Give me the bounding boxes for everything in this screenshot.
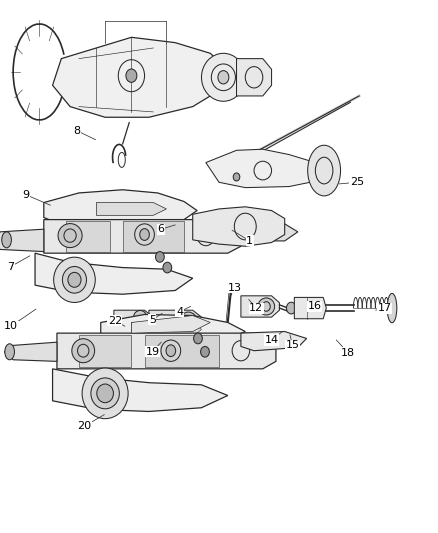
Ellipse shape [82, 368, 128, 419]
Polygon shape [101, 314, 245, 346]
Polygon shape [193, 207, 285, 246]
Polygon shape [79, 335, 131, 367]
Ellipse shape [233, 173, 240, 181]
Ellipse shape [201, 53, 245, 101]
Text: 9: 9 [22, 190, 29, 199]
Text: 13: 13 [227, 283, 241, 293]
Text: 25: 25 [350, 177, 364, 187]
Ellipse shape [126, 69, 137, 83]
Ellipse shape [166, 345, 176, 357]
Ellipse shape [72, 339, 95, 362]
Polygon shape [53, 369, 228, 411]
Text: 6: 6 [158, 224, 165, 234]
Polygon shape [66, 221, 110, 252]
Text: 8: 8 [73, 126, 80, 135]
Ellipse shape [91, 378, 119, 409]
Polygon shape [53, 37, 228, 117]
Ellipse shape [201, 230, 210, 241]
Polygon shape [237, 59, 272, 96]
Text: 22: 22 [108, 316, 122, 326]
Text: 5: 5 [149, 315, 156, 325]
Polygon shape [44, 220, 241, 253]
Text: 14: 14 [265, 335, 279, 345]
Polygon shape [96, 203, 166, 215]
Ellipse shape [258, 298, 275, 315]
Polygon shape [4, 342, 57, 361]
Ellipse shape [387, 293, 397, 323]
Text: 1: 1 [246, 236, 253, 246]
Ellipse shape [155, 252, 164, 262]
Polygon shape [149, 310, 201, 333]
Text: 18: 18 [341, 348, 355, 358]
Text: 20: 20 [77, 422, 91, 431]
Ellipse shape [97, 384, 113, 403]
Ellipse shape [63, 266, 87, 293]
Polygon shape [294, 297, 326, 319]
Ellipse shape [194, 333, 202, 344]
Ellipse shape [201, 346, 209, 357]
Polygon shape [131, 316, 210, 333]
Ellipse shape [140, 229, 149, 240]
Text: 16: 16 [307, 302, 321, 311]
Polygon shape [131, 322, 201, 337]
Text: 19: 19 [145, 347, 159, 357]
Text: 15: 15 [286, 341, 300, 350]
Ellipse shape [218, 70, 229, 84]
Ellipse shape [134, 310, 147, 324]
Polygon shape [241, 296, 279, 317]
Polygon shape [145, 335, 219, 367]
Polygon shape [123, 221, 184, 252]
Polygon shape [241, 332, 307, 351]
Polygon shape [44, 190, 197, 229]
Polygon shape [206, 149, 333, 188]
Ellipse shape [53, 257, 95, 303]
Text: 7: 7 [7, 262, 14, 271]
Ellipse shape [5, 344, 14, 360]
Text: 17: 17 [378, 303, 392, 313]
Polygon shape [35, 253, 193, 294]
Ellipse shape [180, 312, 197, 330]
Ellipse shape [68, 272, 81, 287]
Ellipse shape [307, 145, 341, 196]
Ellipse shape [2, 232, 11, 248]
Polygon shape [114, 310, 153, 324]
Polygon shape [57, 333, 276, 369]
Polygon shape [0, 229, 44, 252]
Ellipse shape [163, 262, 172, 273]
Polygon shape [228, 224, 298, 241]
Text: 4: 4 [176, 307, 183, 317]
Ellipse shape [58, 223, 82, 247]
Ellipse shape [286, 302, 296, 314]
Text: 12: 12 [249, 303, 263, 313]
Text: 10: 10 [4, 321, 18, 331]
